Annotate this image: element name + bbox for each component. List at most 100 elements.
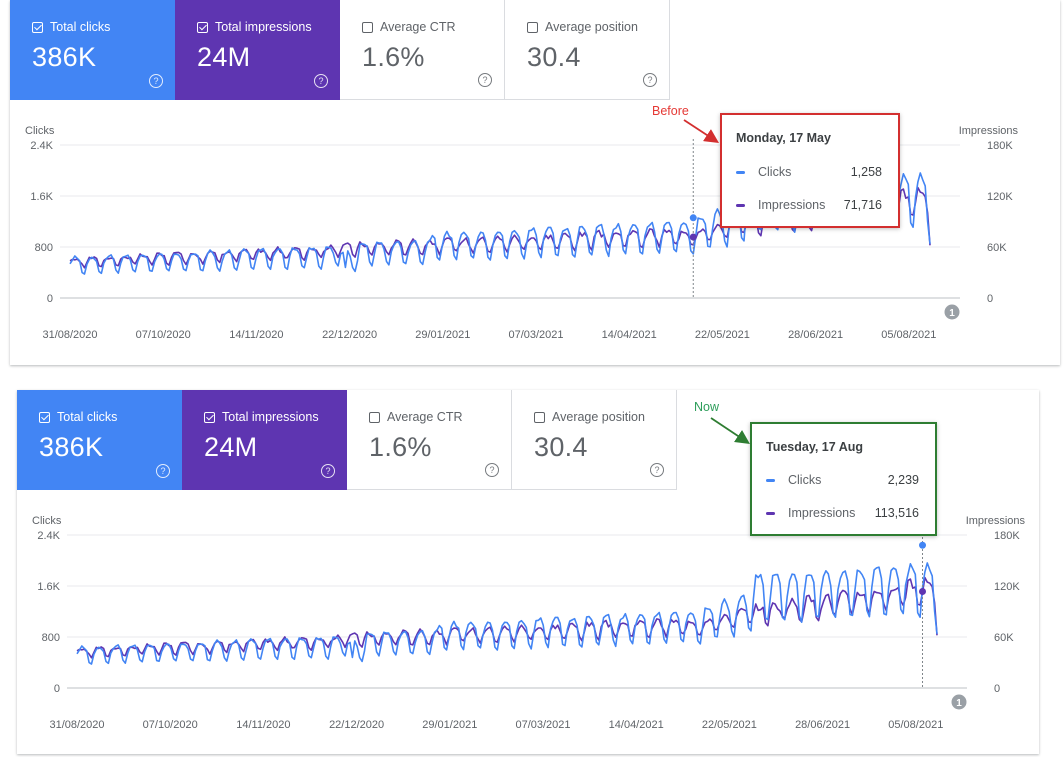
x-tick: 22/05/2021 xyxy=(702,719,757,731)
y-axis-right-title: Impressions xyxy=(959,125,1019,137)
x-tick: 05/08/2021 xyxy=(888,719,943,731)
x-tick: 22/12/2020 xyxy=(329,719,384,731)
checkbox-checked-icon[interactable] xyxy=(197,21,208,33)
clicks-legend-swatch xyxy=(736,170,745,174)
metric-card-average-ctr[interactable]: Average CTR 1.6% ? xyxy=(347,390,512,490)
annotation-marker-label: 1 xyxy=(956,698,962,709)
x-tick: 29/01/2021 xyxy=(415,329,470,341)
tooltip-impressions-label: Impressions xyxy=(788,506,856,520)
checkbox-unchecked-icon[interactable] xyxy=(369,411,380,423)
metric-value: 24M xyxy=(204,432,258,462)
tooltip-clicks-label: Clicks xyxy=(758,165,792,179)
tooltip-date: Tuesday, 17 Aug xyxy=(766,440,864,454)
x-tick: 14/11/2020 xyxy=(229,329,283,341)
tooltip-row-impressions: Impressions 71,716 xyxy=(736,198,882,212)
impressions-legend-swatch xyxy=(766,511,775,515)
metric-card-average-position[interactable]: Average position 30.4 ? xyxy=(505,0,670,100)
y-tick-left: 0 xyxy=(47,293,53,305)
x-tick: 29/01/2021 xyxy=(422,719,477,731)
metric-label: Total impressions xyxy=(222,410,319,424)
y-tick-right: 60K xyxy=(987,242,1007,254)
metric-card-total-clicks[interactable]: Total clicks 386K ? xyxy=(17,390,182,490)
metric-value: 30.4 xyxy=(534,432,588,462)
tooltip-row-impressions: Impressions 113,516 xyxy=(766,506,919,520)
hover-point-impressions xyxy=(919,588,927,596)
metric-label: Average position xyxy=(552,410,645,424)
y-tick-left: 800 xyxy=(35,242,53,254)
x-tick: 14/11/2020 xyxy=(236,719,290,731)
y-tick-right: 180K xyxy=(994,530,1020,542)
help-icon[interactable]: ? xyxy=(643,73,657,87)
tooltip-impressions-value: 71,716 xyxy=(843,198,882,212)
metric-card-total-impressions[interactable]: Total impressions 24M ? xyxy=(175,0,340,100)
help-icon[interactable]: ? xyxy=(156,464,170,478)
help-icon[interactable]: ? xyxy=(650,463,664,477)
tooltip-row-clicks: Clicks 2,239 xyxy=(766,473,919,487)
help-icon[interactable]: ? xyxy=(478,73,492,87)
y-tick-left: 1.6K xyxy=(30,191,53,203)
metric-card-average-ctr[interactable]: Average CTR 1.6% ? xyxy=(340,0,505,100)
metric-label: Average CTR xyxy=(387,410,463,424)
hover-point-clicks xyxy=(919,541,927,549)
y-tick-right: 0 xyxy=(994,683,1000,695)
clicks-legend-swatch xyxy=(766,478,775,482)
annotation-marker-label: 1 xyxy=(949,308,955,319)
x-tick: 14/04/2021 xyxy=(609,719,664,731)
y-tick-right: 180K xyxy=(987,140,1013,152)
help-icon[interactable]: ? xyxy=(485,463,499,477)
y-tick-left: 0 xyxy=(54,683,60,695)
metric-label: Average CTR xyxy=(380,20,456,34)
metric-label: Total impressions xyxy=(215,20,312,34)
metric-value: 24M xyxy=(197,42,251,72)
x-tick: 22/05/2021 xyxy=(695,329,750,341)
metric-value: 386K xyxy=(39,432,104,462)
checkbox-checked-icon[interactable] xyxy=(39,411,50,423)
tooltip-clicks-value: 2,239 xyxy=(887,473,919,487)
metric-card-total-clicks[interactable]: Total clicks 386K ? xyxy=(10,0,175,100)
tooltip-clicks-value: 1,258 xyxy=(850,165,882,179)
tooltip-clicks-label: Clicks xyxy=(788,473,822,487)
y-axis-left-title: Clicks xyxy=(25,125,55,137)
y-axis-right-title: Impressions xyxy=(966,515,1026,527)
help-icon[interactable]: ? xyxy=(149,74,163,88)
y-axis-left-title: Clicks xyxy=(32,515,62,527)
help-icon[interactable]: ? xyxy=(314,74,328,88)
metric-value: 1.6% xyxy=(362,42,425,72)
performance-chart[interactable]: Clicks Impressions 2.4K 180K 1.6K 120K 800 60K 0… xyxy=(10,0,1060,365)
y-tick-right: 120K xyxy=(987,191,1013,203)
x-tick: 07/10/2020 xyxy=(136,329,191,341)
x-tick: 05/08/2021 xyxy=(881,329,936,341)
before-annotation: Before xyxy=(652,104,689,118)
y-tick-right: 60K xyxy=(994,632,1014,644)
metric-value: 386K xyxy=(32,42,97,72)
checkbox-unchecked-icon[interactable] xyxy=(534,411,545,423)
checkbox-unchecked-icon[interactable] xyxy=(362,21,373,33)
metric-card-total-impressions[interactable]: Total impressions 24M ? xyxy=(182,390,347,490)
tooltip-row-clicks: Clicks 1,258 xyxy=(736,165,882,179)
metric-label: Total clicks xyxy=(50,20,111,34)
x-tick: 31/08/2020 xyxy=(49,719,104,731)
metric-label: Average position xyxy=(545,20,638,34)
checkbox-checked-icon[interactable] xyxy=(32,21,43,33)
metric-label: Total clicks xyxy=(57,410,118,424)
tooltip-impressions-value: 113,516 xyxy=(874,506,919,520)
annotation-marker xyxy=(951,694,967,710)
series-line-clicks xyxy=(76,562,938,665)
help-icon[interactable]: ? xyxy=(321,464,335,478)
y-tick-left: 800 xyxy=(42,632,60,644)
chart-tooltip-before: Monday, 17 May Clicks 1,258 Impressions … xyxy=(720,113,900,228)
x-tick: 31/08/2020 xyxy=(42,329,97,341)
tooltip-impressions-label: Impressions xyxy=(758,198,826,212)
checkbox-unchecked-icon[interactable] xyxy=(527,21,538,33)
y-tick-left: 1.6K xyxy=(37,581,60,593)
x-tick: 07/03/2021 xyxy=(515,719,570,731)
x-tick: 28/06/2021 xyxy=(788,329,843,341)
now-annotation: Now xyxy=(694,400,720,414)
y-tick-left: 2.4K xyxy=(37,530,60,542)
series-line-impressions xyxy=(76,576,938,659)
metric-card-average-position[interactable]: Average position 30.4 ? xyxy=(512,390,677,490)
tooltip-date: Monday, 17 May xyxy=(736,131,831,145)
metric-value: 30.4 xyxy=(527,42,581,72)
checkbox-checked-icon[interactable] xyxy=(204,411,215,423)
x-tick: 28/06/2021 xyxy=(795,719,850,731)
